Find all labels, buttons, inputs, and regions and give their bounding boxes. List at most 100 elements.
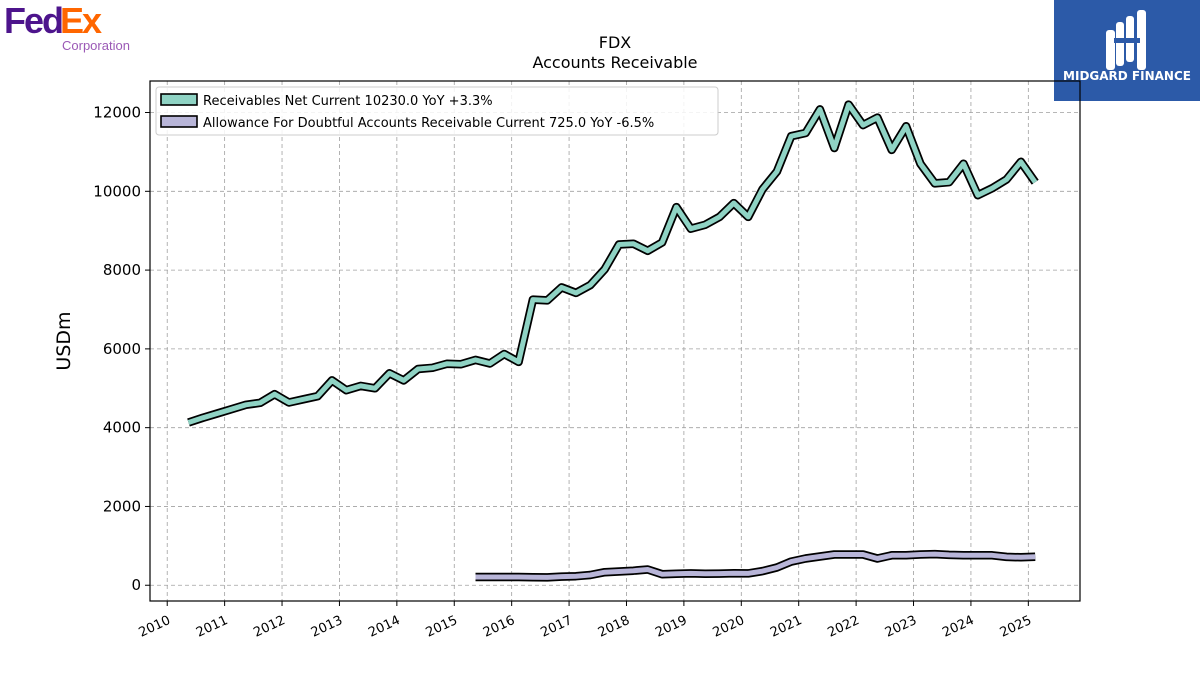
data-point	[259, 402, 261, 404]
data-point	[761, 188, 763, 190]
y-tick-label: 0	[131, 576, 141, 594]
data-point	[647, 568, 649, 570]
data-point	[948, 554, 950, 556]
x-tick-label: 2015	[424, 613, 460, 641]
fedex-logo-ex: Ex	[60, 2, 102, 41]
data-point	[862, 124, 864, 126]
data-point	[632, 243, 634, 245]
data-point	[202, 417, 204, 419]
data-point	[661, 573, 663, 575]
data-point	[977, 194, 979, 196]
fedex-logo-fed: Fed	[4, 2, 62, 41]
x-tick-label: 2018	[596, 613, 632, 641]
data-point	[474, 576, 476, 578]
series-line-1	[475, 551, 1036, 580]
data-point	[460, 363, 462, 365]
x-tick-label: 2016	[481, 613, 517, 641]
data-point	[675, 206, 677, 208]
data-point	[776, 170, 778, 172]
data-point	[891, 554, 893, 556]
y-tick-label: 10000	[93, 182, 141, 200]
data-point	[489, 362, 491, 364]
data-point	[1034, 556, 1036, 558]
data-point	[604, 268, 606, 270]
midgard-mark-icon	[1106, 10, 1146, 70]
midgard-finance-text: MIDGARD FINANCE	[1063, 69, 1191, 83]
data-point	[905, 554, 907, 556]
x-tick-label: 2024	[940, 613, 976, 641]
legend-label-allowance: Allowance For Doubtful Accounts Receivab…	[203, 116, 654, 131]
x-tick-label: 2017	[538, 613, 574, 641]
data-point	[747, 572, 749, 574]
data-point	[560, 286, 562, 288]
data-point	[905, 125, 907, 127]
data-point	[316, 395, 318, 397]
data-point	[187, 421, 189, 423]
midgard-finance-logo: MIDGARD FINANCE	[1054, 0, 1200, 101]
data-point	[948, 181, 950, 183]
data-point	[747, 216, 749, 218]
data-point	[618, 243, 620, 245]
data-point	[704, 224, 706, 226]
data-point	[991, 187, 993, 189]
data-point	[489, 576, 491, 578]
x-tick-label: 2012	[251, 613, 287, 641]
y-axis-label: USDm	[53, 311, 75, 370]
data-point	[1005, 556, 1007, 558]
data-point	[345, 389, 347, 391]
x-tick-label: 2014	[366, 613, 402, 641]
data-point	[804, 557, 806, 559]
data-point	[604, 571, 606, 573]
fedex-logo: Fed Ex Corporation	[4, 0, 144, 58]
data-point	[847, 103, 849, 105]
x-tick-label: 2020	[711, 613, 747, 641]
data-point	[546, 576, 548, 578]
data-point	[546, 299, 548, 301]
data-point	[876, 116, 878, 118]
data-point	[962, 554, 964, 556]
data-point	[288, 401, 290, 403]
data-point	[388, 372, 390, 374]
legend-box	[155, 86, 719, 136]
x-tick-label: 2022	[825, 613, 861, 641]
data-point	[417, 368, 419, 370]
data-point	[690, 572, 692, 574]
data-point	[532, 298, 534, 300]
data-point	[876, 557, 878, 559]
data-point	[589, 574, 591, 576]
x-tick-label: 2025	[998, 613, 1034, 641]
y-tick-label: 2000	[103, 497, 141, 515]
data-point	[575, 292, 577, 294]
data-point	[647, 250, 649, 252]
data-point	[230, 408, 232, 410]
data-point	[302, 398, 304, 400]
data-point	[273, 393, 275, 395]
x-tick-label: 2023	[883, 613, 919, 641]
x-tick-label: 2013	[309, 613, 345, 641]
data-point	[1034, 181, 1036, 183]
data-point	[1020, 161, 1022, 163]
data-point	[847, 553, 849, 555]
data-point	[962, 163, 964, 165]
legend: Receivables Net Current 10230.0 YoY +3.3…	[155, 86, 719, 136]
x-tick-label: 2021	[768, 613, 804, 641]
data-point	[919, 553, 921, 555]
data-point	[733, 202, 735, 204]
data-point	[761, 570, 763, 572]
data-point	[790, 135, 792, 137]
data-point	[446, 363, 448, 365]
data-point	[374, 387, 376, 389]
data-point	[804, 132, 806, 134]
data-point	[245, 404, 247, 406]
data-point	[517, 361, 519, 363]
y-tick-label: 4000	[103, 419, 141, 437]
data-point	[862, 553, 864, 555]
data-point	[532, 576, 534, 578]
data-point	[1020, 556, 1022, 558]
data-point	[934, 182, 936, 184]
data-point	[517, 576, 519, 578]
gridlines	[150, 81, 1080, 601]
data-point	[718, 216, 720, 218]
fedex-logo-corporation: Corporation	[62, 38, 130, 53]
